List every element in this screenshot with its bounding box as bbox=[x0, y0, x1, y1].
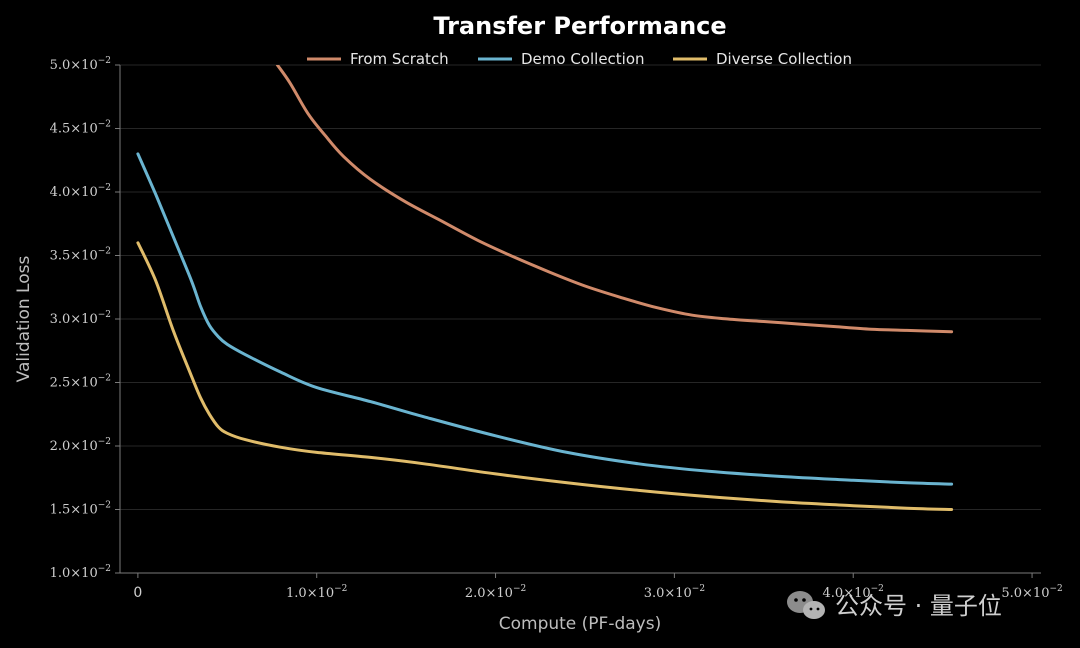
y-tick-label: 1.5×10−2 bbox=[50, 501, 111, 518]
x-tick-label: 5.0×10−2 bbox=[1001, 584, 1062, 601]
y-tick-label: 5.0×10−2 bbox=[50, 56, 111, 73]
legend: From Scratch Demo Collection Diverse Colle… bbox=[307, 50, 852, 68]
series-line-from-scratch bbox=[275, 65, 954, 334]
y-tick-label: 3.5×10−2 bbox=[50, 247, 111, 264]
watermark: 公众号 · 量子位 bbox=[787, 591, 1002, 620]
legend-label: Diverse Collection bbox=[716, 50, 852, 68]
y-tick-label: 4.0×10−2 bbox=[50, 183, 111, 200]
x-axis-label: Compute (PF-days) bbox=[499, 614, 661, 634]
chart-title: Transfer Performance bbox=[433, 12, 726, 40]
series-line-diverse-collection bbox=[136, 241, 954, 511]
y-ticks: 1.0×10−2 1.5×10−2 2.0×10−2 2.5×10−2 3.0×10−2… bbox=[50, 56, 120, 581]
legend-item-diverse-collection: Diverse Collection bbox=[673, 50, 852, 68]
x-tick-label: 0 bbox=[133, 585, 142, 601]
x-ticks: 0 1.0×10−2 2.0×10−2 3.0×10−2 4.0×10−2 5.0×10−… bbox=[133, 573, 1063, 601]
x-tick-label: 4.0×10−2 bbox=[823, 584, 884, 601]
x-tick-label: 2.0×10−2 bbox=[465, 584, 526, 601]
x-tick-label: 3.0×10−2 bbox=[644, 584, 705, 601]
legend-item-demo-collection: Demo Collection bbox=[478, 50, 645, 68]
y-tick-label: 2.5×10−2 bbox=[50, 374, 111, 391]
series-line-demo-collection bbox=[136, 152, 954, 486]
legend-label: From Scratch bbox=[350, 50, 449, 68]
x-tick-label: 1.0×10−2 bbox=[286, 584, 347, 601]
y-axis-label: Validation Loss bbox=[14, 256, 34, 383]
series-lines bbox=[136, 65, 954, 511]
legend-item-from-scratch: From Scratch bbox=[307, 50, 449, 68]
legend-label: Demo Collection bbox=[521, 50, 645, 68]
y-tick-label: 1.0×10−2 bbox=[50, 564, 111, 581]
wechat-icon bbox=[787, 591, 825, 619]
y-tick-label: 2.0×10−2 bbox=[50, 437, 111, 454]
y-tick-label: 3.0×10−2 bbox=[50, 310, 111, 327]
watermark-text: 公众号 · 量子位 bbox=[835, 592, 1002, 620]
y-tick-label: 4.5×10−2 bbox=[50, 120, 111, 137]
